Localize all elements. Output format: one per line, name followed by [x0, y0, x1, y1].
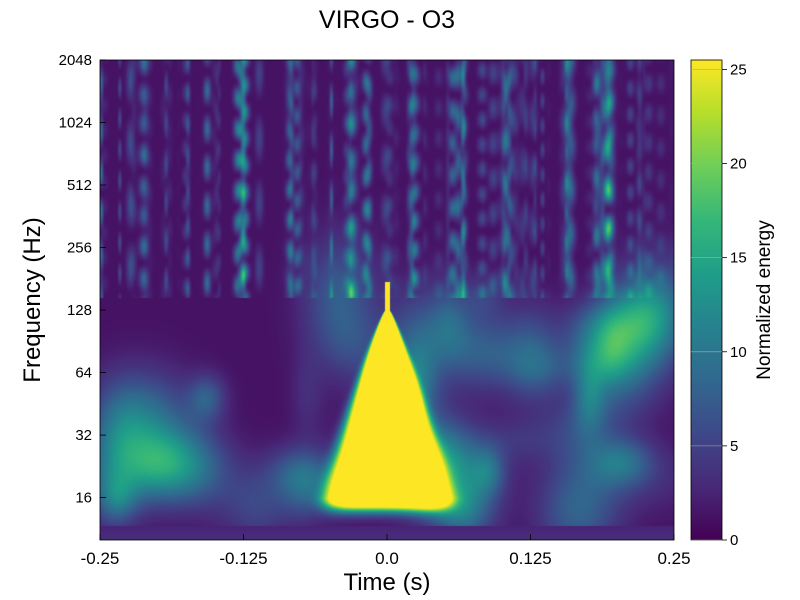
colorbar-tick-label: 25: [730, 61, 747, 78]
colorbar-ticks: 0 5 10 15 20 25: [691, 61, 747, 549]
colorbar: 0 5 10 15 20 25: [690, 59, 747, 549]
y-tick-label: 16: [75, 490, 92, 507]
chart-title: VIRGO - O3: [319, 6, 455, 34]
x-tick-label: -0.125: [219, 549, 267, 568]
x-tick-label: 0.125: [509, 549, 552, 568]
y-axis-label: Frequency (Hz): [19, 217, 46, 382]
y-tick-label: 64: [75, 365, 92, 382]
colorbar-tick-label: 10: [730, 344, 747, 361]
y-tick-label: 32: [75, 427, 92, 444]
y-tick-label: 128: [67, 302, 92, 319]
colorbar-gradient: [690, 59, 723, 541]
x-tick-label: 0.25: [657, 549, 690, 568]
y-tick-label: 1024: [59, 115, 92, 132]
colorbar-tick-label: 15: [730, 250, 747, 267]
colorbar-label: Normalized energy: [754, 220, 775, 380]
energy-heatmap: [100, 60, 674, 540]
y-axis: 16 32 64 128 256 512 1024 2048: [59, 52, 106, 507]
y-tick-label: 2048: [59, 52, 92, 69]
x-tick-label: 0.0: [375, 549, 399, 568]
y-tick-label: 512: [67, 177, 92, 194]
x-tick-label: -0.25: [81, 549, 120, 568]
colorbar-tick-label: 0: [730, 532, 738, 549]
x-axis: -0.25 -0.125 0.0 0.125 0.25: [81, 534, 691, 568]
y-tick-label: 256: [67, 240, 92, 257]
x-axis-label: Time (s): [343, 569, 430, 596]
colorbar-tick-label: 5: [730, 438, 738, 455]
plot-area: [100, 60, 674, 540]
colorbar-tick-label: 20: [730, 156, 747, 173]
